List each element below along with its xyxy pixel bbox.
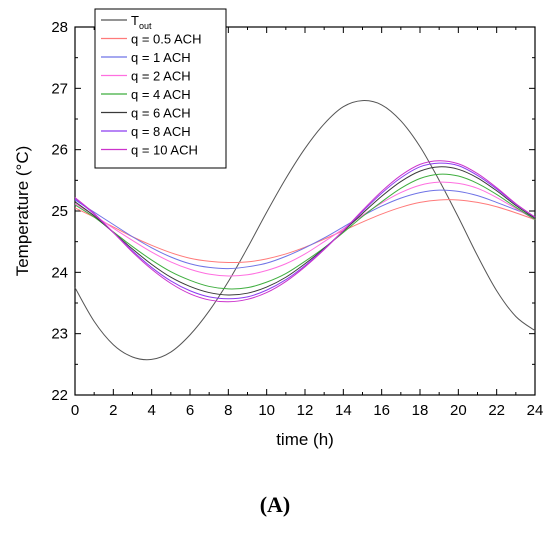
x-tick-label: 0 xyxy=(71,402,79,419)
y-tick-label: 24 xyxy=(51,264,68,281)
series-line-3 xyxy=(74,181,536,277)
legend-label-1: q = 0.5 ACH xyxy=(131,32,201,47)
x-tick-label: 20 xyxy=(450,402,467,419)
x-tick-label: 6 xyxy=(186,402,194,419)
legend-label-6: q = 8 ACH xyxy=(131,124,191,139)
axes: 0 2 4 6 8 10 12 14 16 18 20 22 2422232425262728time … xyxy=(13,19,543,449)
x-tick-label: 4 xyxy=(147,402,155,419)
x-tick-label: 16 xyxy=(373,402,390,419)
legend-label-7: q = 10 ACH xyxy=(131,143,198,158)
y-tick-label: 25 xyxy=(51,203,68,220)
x-tick-label: 22 xyxy=(488,402,505,419)
x-tick-label: 8 xyxy=(224,402,232,419)
series-line-7 xyxy=(74,160,536,303)
series-line-2 xyxy=(74,189,536,270)
legend-label-2: q = 1 ACH xyxy=(131,50,191,65)
y-tick-label: 23 xyxy=(51,326,68,343)
x-tick-label: 14 xyxy=(335,402,352,419)
y-tick-label: 27 xyxy=(51,80,68,97)
x-tick-label: 12 xyxy=(297,402,314,419)
legend-label-4: q = 4 ACH xyxy=(131,87,191,102)
y-axis-title: Temperature (°C) xyxy=(13,146,32,277)
series-line-1 xyxy=(74,199,536,264)
series-lines xyxy=(74,100,536,361)
legend-label-subscript: out xyxy=(139,21,152,31)
series-line-5 xyxy=(74,166,536,296)
legend-label-5: q = 6 ACH xyxy=(131,106,191,121)
x-tick-label: 24 xyxy=(527,402,544,419)
y-tick-label: 28 xyxy=(51,19,68,36)
x-axis-title: time (h) xyxy=(276,430,334,449)
x-tick-label: 10 xyxy=(258,402,275,419)
series-line-6 xyxy=(74,162,536,300)
y-tick-label: 26 xyxy=(51,142,68,159)
y-tick-label: 22 xyxy=(51,387,68,404)
x-tick-label: 2 xyxy=(109,402,117,419)
series-line-4 xyxy=(74,173,536,290)
x-tick-label: 18 xyxy=(412,402,429,419)
legend-box xyxy=(94,8,227,169)
series-line-0 xyxy=(74,100,536,361)
legend-label-3: q = 2 ACH xyxy=(131,69,191,84)
panel-label: (A) xyxy=(259,492,291,517)
